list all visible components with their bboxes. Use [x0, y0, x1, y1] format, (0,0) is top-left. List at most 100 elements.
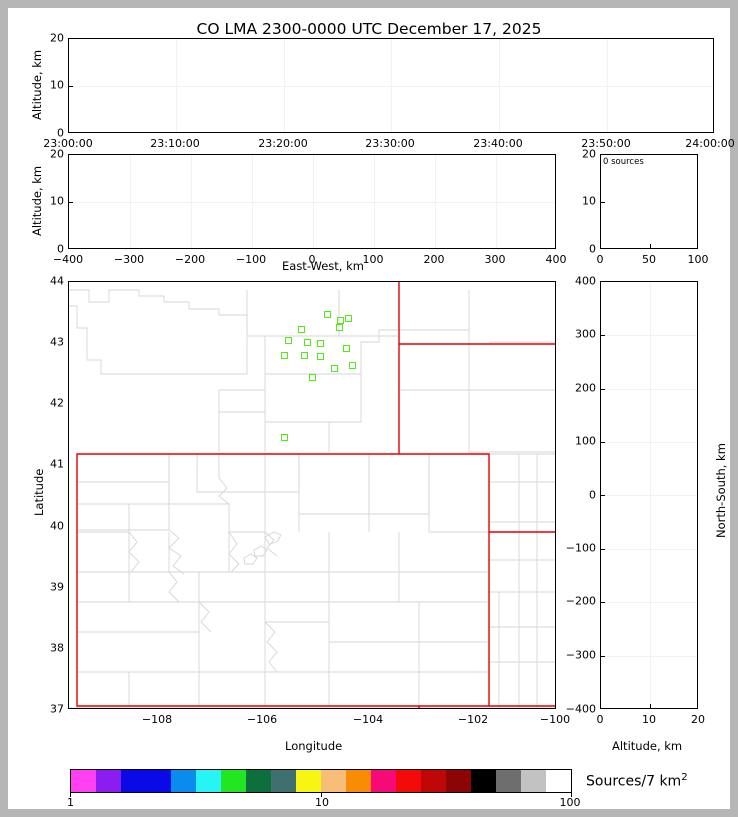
p2-xtick-1: −300: [113, 253, 145, 266]
lma-source-marker: [343, 345, 350, 352]
colorbar-segment-8: [271, 770, 296, 792]
p1-xtick-2: 23:20:00: [258, 137, 308, 150]
p4-ylabel: Latitude: [32, 468, 46, 516]
gridline: [435, 155, 436, 248]
p3-xtick-100: 100: [687, 253, 709, 266]
axis-tick: [601, 202, 605, 203]
panel-north-south-altitude[interactable]: [600, 281, 698, 709]
p2-xtick-0: −400: [52, 253, 84, 266]
p3-ytick-10: 10: [582, 194, 596, 208]
colorbar-segment-3: [146, 770, 171, 792]
p5-ytick-200: 200: [575, 381, 596, 395]
gridline: [313, 155, 314, 248]
colorbar-segment-19: [546, 770, 571, 792]
colorbar-segment-18: [521, 770, 546, 792]
p1-xtick-3: 23:30:00: [365, 137, 415, 150]
gridline: [601, 495, 697, 496]
p5-xtick-10: 10: [642, 713, 656, 726]
colorbar-segment-7: [246, 770, 271, 792]
lma-source-marker: [337, 317, 344, 324]
p5-xlabel: Altitude, km: [612, 739, 683, 753]
gridline: [601, 442, 697, 443]
colorbar-segment-2: [121, 770, 146, 792]
p2-xtick-4: 0: [308, 253, 316, 266]
lma-source-marker: [324, 311, 331, 318]
p4-xlabel: Longitude: [285, 739, 343, 753]
p4-xtick-1: −106: [246, 713, 278, 726]
axis-tick: [601, 335, 605, 336]
p5-ytick-100: 100: [575, 434, 596, 448]
colorbar-tick: [70, 793, 71, 797]
p5-ylabel: North-South, km: [714, 443, 728, 538]
axis-tick: [601, 656, 605, 657]
p5-ytick-0: 0: [589, 488, 596, 502]
gridline: [391, 39, 392, 132]
state-boundaries: [76, 282, 555, 708]
gridline: [601, 656, 697, 657]
axis-tick: [69, 202, 73, 203]
p4-ytick-42: 42: [50, 396, 64, 410]
gridline: [191, 155, 192, 248]
p4-xtick-3: −102: [457, 713, 489, 726]
p1-xtick-6: 24:00:00: [685, 137, 735, 150]
p5-xtick-0: 0: [596, 713, 604, 726]
gridline: [252, 155, 253, 248]
p2-xtick-8: 400: [545, 253, 567, 266]
axis-tick: [601, 549, 605, 550]
gridline: [601, 335, 697, 336]
gridline: [69, 202, 555, 203]
lma-source-marker: [331, 365, 338, 372]
lma-source-marker: [345, 315, 352, 322]
lma-source-marker: [281, 434, 288, 441]
p4-ytick-41: 41: [50, 457, 64, 471]
p5-ytick-m300: −300: [565, 648, 596, 662]
axis-tick: [601, 389, 605, 390]
axis-tick: [601, 495, 605, 496]
colorbar-tick: [571, 793, 572, 797]
lma-source-marker: [298, 326, 305, 333]
colorbar[interactable]: [70, 769, 572, 793]
p2-ytick-0: 0: [57, 242, 64, 256]
p1-xtick-1: 23:10:00: [150, 137, 200, 150]
lma-source-marker: [317, 353, 324, 360]
p1-xtick-5: 23:50:00: [581, 137, 631, 150]
p2-xtick-6: 200: [423, 253, 445, 266]
county-boundaries: [69, 289, 555, 453]
gridline: [374, 155, 375, 248]
colorbar-segment-9: [296, 770, 321, 792]
colorbar-segment-5: [196, 770, 221, 792]
axis-tick: [650, 244, 651, 248]
p2-xtick-2: −200: [174, 253, 206, 266]
colorbar-segment-14: [421, 770, 446, 792]
colorbar-tick-label-mid: 10: [315, 796, 329, 809]
colorbar-segment-12: [371, 770, 396, 792]
histogram-source-count: 0 sources: [603, 157, 644, 167]
lma-source-marker: [285, 337, 292, 344]
colorbar-segment-4: [171, 770, 196, 792]
p2-ytick-20: 20: [50, 147, 64, 161]
p1-ytick-20: 20: [50, 31, 64, 45]
colorbar-tick: [321, 793, 322, 797]
p5-ytick-m200: −200: [565, 594, 596, 608]
gridline: [130, 155, 131, 248]
colorbar-segment-11: [346, 770, 371, 792]
p4-ytick-40: 40: [50, 519, 64, 533]
p3-xtick-50: 50: [642, 253, 656, 266]
p2-xlabel: East-West, km: [282, 259, 364, 273]
p5-ytick-400: 400: [575, 274, 596, 288]
colorbar-tick-label-max: 100: [559, 796, 581, 809]
p2-ylabel: Altitude, km: [30, 165, 44, 236]
colorbar-segment-13: [396, 770, 421, 792]
panel-altitude-histogram[interactable]: 0 sources: [600, 154, 698, 249]
panel-time-altitude[interactable]: [68, 38, 714, 133]
colorbar-unit-label: Sources/7 km2: [586, 772, 688, 790]
colorbar-segment-10: [321, 770, 346, 792]
lma-source-marker: [301, 352, 308, 359]
p5-ytick-300: 300: [575, 327, 596, 341]
gridline: [176, 39, 177, 132]
gridline: [601, 389, 697, 390]
map-geometry: [69, 282, 555, 708]
panel-east-west-altitude[interactable]: [68, 154, 556, 249]
panel-map[interactable]: [68, 281, 556, 709]
gridline: [607, 39, 608, 132]
